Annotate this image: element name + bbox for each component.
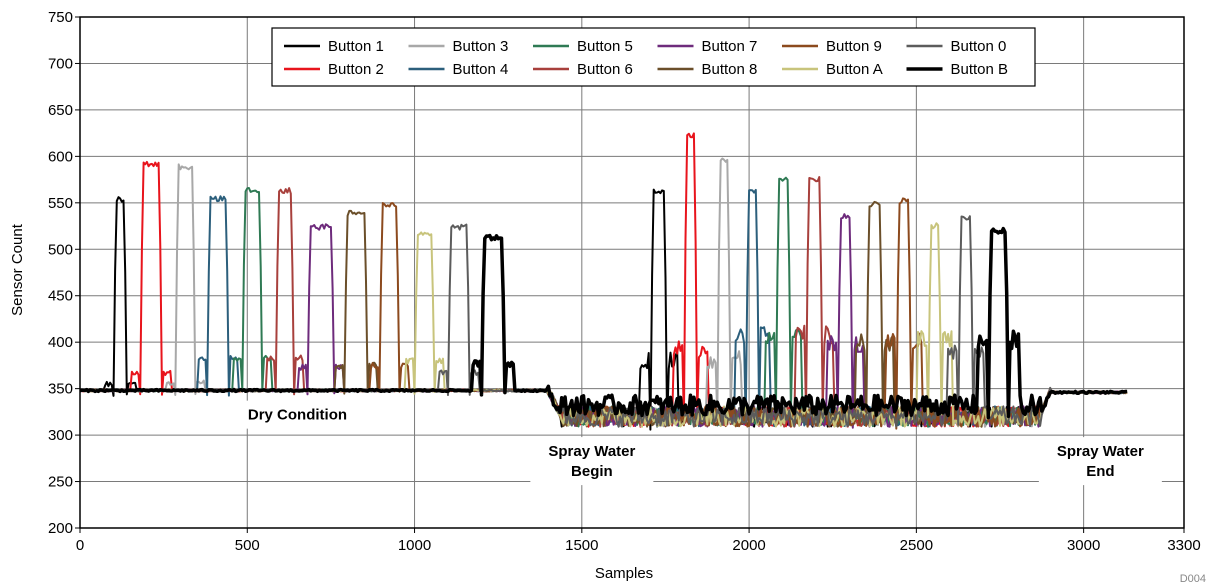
figure-id: D004 — [1180, 573, 1206, 585]
legend-label: Button 2 — [328, 61, 384, 78]
legend-label: Button 3 — [453, 38, 509, 55]
legend-label: Button B — [951, 61, 1009, 78]
series-lines — [79, 132, 1128, 431]
grid-lines — [80, 17, 1184, 528]
annotation-text: Spray Water — [1057, 443, 1144, 460]
legend-label: Button 1 — [328, 38, 384, 55]
x-tick-label: 500 — [235, 537, 260, 554]
x-tick-label: 1500 — [565, 537, 598, 554]
legend-label: Button 6 — [577, 61, 633, 78]
legend-label: Button 4 — [453, 61, 509, 78]
legend-label: Button A — [826, 61, 883, 78]
x-tick-label: 0 — [76, 537, 84, 554]
y-tick-label: 600 — [48, 148, 73, 165]
y-tick-label: 350 — [48, 381, 73, 398]
legend-label: Button 0 — [951, 38, 1007, 55]
x-axis-ticks: 0 500 1000 1500 2000 2500 3000 3300 — [76, 528, 1201, 554]
annotation-background — [226, 400, 368, 429]
x-tick-label: 2000 — [732, 537, 765, 554]
y-tick-label: 450 — [48, 288, 73, 305]
y-tick-label: 500 — [48, 241, 73, 258]
y-axis-ticks: 200 250 300 350 400 450 500 550 600 650 700 750 — [48, 9, 80, 537]
y-tick-label: 200 — [48, 520, 73, 537]
annotation-text: Begin — [571, 463, 613, 480]
y-axis-label: Sensor Count — [9, 223, 26, 316]
y-tick-label: 550 — [48, 195, 73, 212]
legend-label: Button 9 — [826, 38, 882, 55]
legend-label: Button 5 — [577, 38, 633, 55]
legend-label: Button 8 — [702, 61, 758, 78]
legend: Button 1 Button 2 Button 3 Button 4 Button 5… — [271, 27, 1036, 87]
annotation-background — [1038, 437, 1162, 486]
y-tick-label: 750 — [48, 9, 73, 26]
y-tick-label: 400 — [48, 334, 73, 351]
y-tick-label: 650 — [48, 102, 73, 119]
series-line — [79, 226, 1128, 420]
x-tick-label: 2500 — [900, 537, 933, 554]
x-tick-label: 3000 — [1067, 537, 1100, 554]
y-tick-label: 300 — [48, 427, 73, 444]
y-tick-label: 250 — [48, 474, 73, 491]
x-tick-label: 1000 — [398, 537, 431, 554]
x-axis-label: Samples — [595, 565, 653, 582]
annotation-text: End — [1086, 463, 1114, 480]
plot-frame — [79, 16, 1185, 529]
annotation-text: Dry Condition — [248, 407, 347, 424]
annotations: Dry Condition Spray Water Begin Spray Water… — [226, 400, 1162, 486]
legend-box — [271, 27, 1036, 87]
x-tick-label: 3300 — [1167, 537, 1200, 554]
y-tick-label: 700 — [48, 55, 73, 72]
legend-label: Button 7 — [702, 38, 758, 55]
annotation-text: Spray Water — [548, 443, 635, 460]
annotation-background — [530, 437, 654, 486]
